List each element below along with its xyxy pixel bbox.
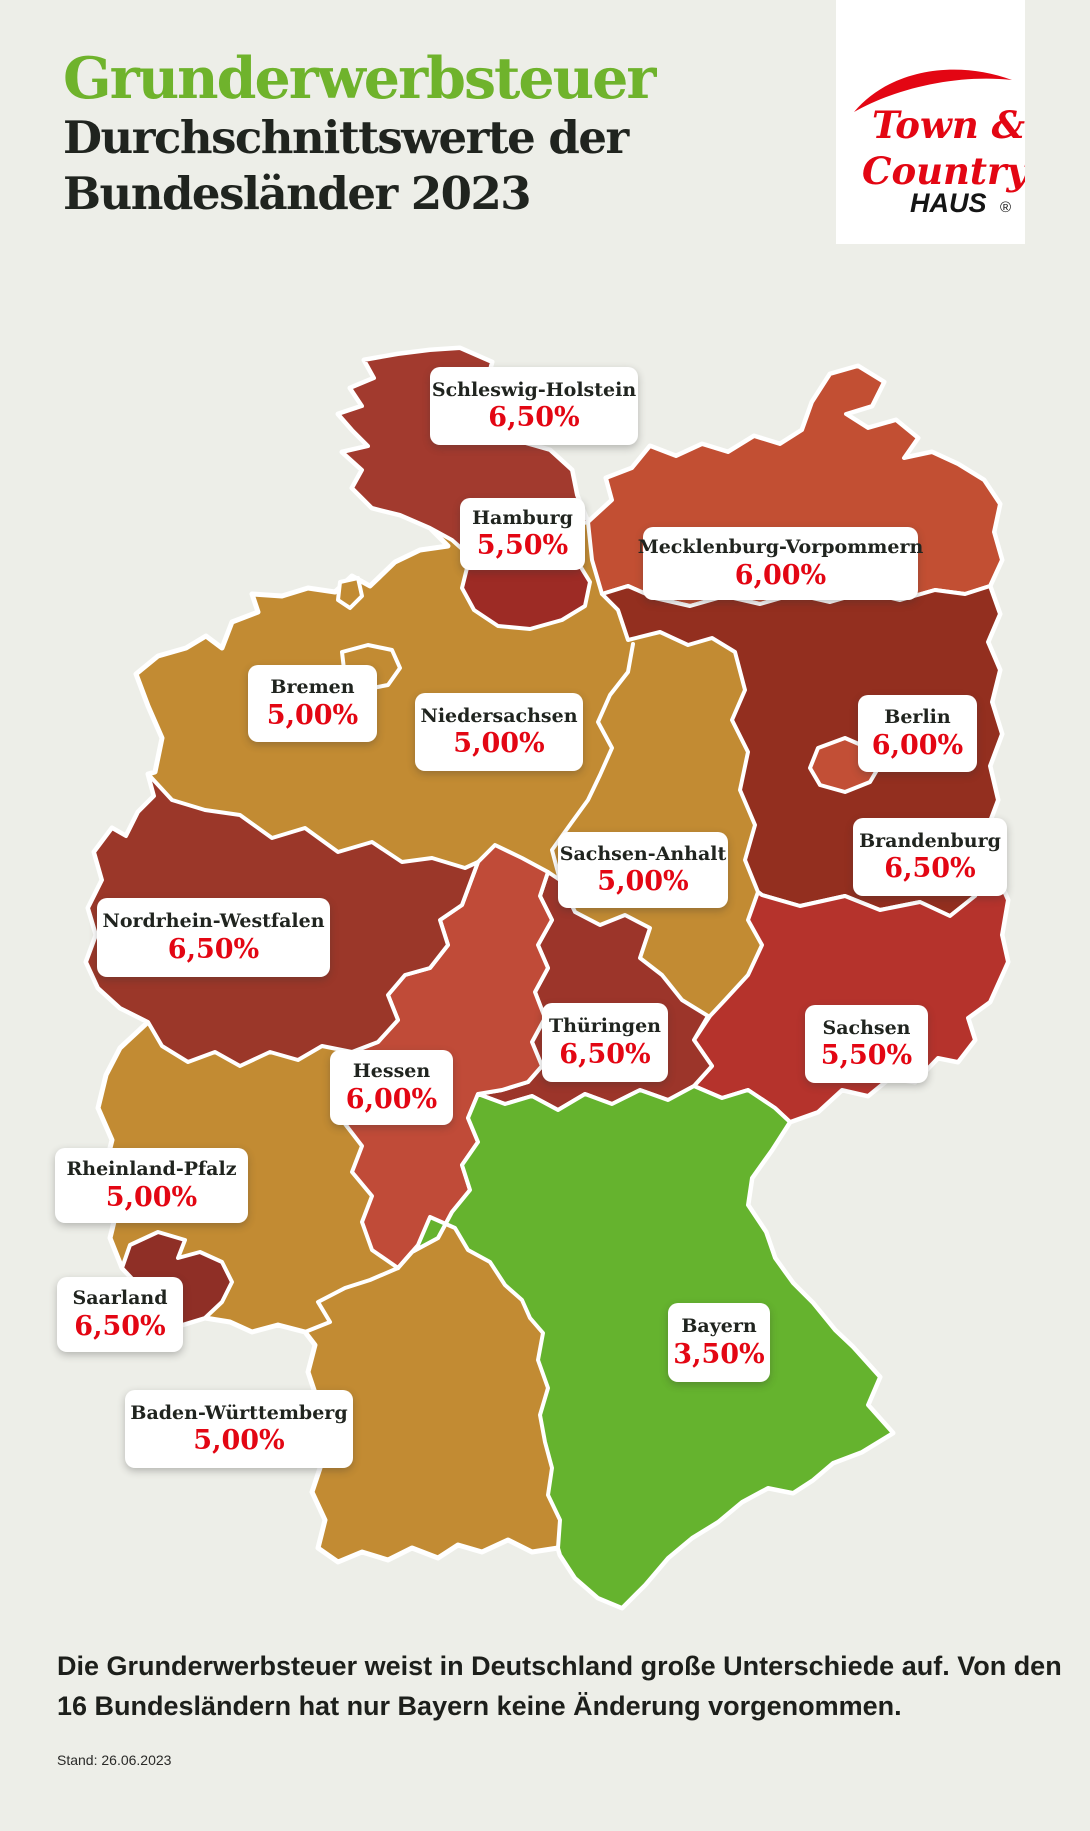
state-label-nordrhein-westfalen: Nordrhein-Westfalen 6,50%: [97, 898, 330, 977]
page-title: Grunderwerbsteuer Durchschnittswerte der…: [63, 48, 843, 222]
state-value: 6,00%: [734, 559, 827, 591]
state-name: Brandenburg: [859, 829, 1001, 852]
state-value: 6,50%: [167, 933, 260, 965]
footer-text: Die Grunderwerbsteuer weist in Deutschla…: [57, 1646, 1062, 1726]
title-line2: Durchschnittswerte der: [63, 111, 629, 164]
state-value: 5,50%: [820, 1040, 913, 1072]
title-line3: Bundesländer 2023: [63, 167, 532, 220]
state-name: Hessen: [352, 1060, 431, 1083]
title-line1: Grunderwerbsteuer: [63, 45, 656, 112]
state-name: Sachsen: [822, 1016, 911, 1039]
state-label-bayern: Bayern 3,50%: [668, 1303, 770, 1382]
state-label-berlin: Berlin 6,00%: [858, 695, 977, 772]
state-label-rheinland-pfalz: Rheinland-Pfalz 5,00%: [55, 1148, 248, 1223]
state-shape-bremerhaven: [336, 576, 364, 610]
border-rheinland-pfalz-baden-wuerttemberg: [303, 1266, 400, 1334]
logo-graphic: Town & Country HAUS ®: [854, 69, 1031, 218]
state-name: Thüringen: [549, 1015, 661, 1038]
logo-registered-mark: ®: [1000, 199, 1011, 216]
state-value: 6,50%: [884, 853, 976, 885]
state-name: Mecklenburg-Vorpommern: [637, 536, 924, 559]
state-label-hamburg: Hamburg 5,50%: [460, 498, 585, 570]
state-label-baden-wuerttemberg: Baden-Württemberg 5,00%: [125, 1390, 353, 1468]
town-country-logo: Town & Country HAUS ®: [836, 0, 1031, 244]
state-name: Berlin: [884, 706, 951, 729]
state-label-sachsen-anhalt: Sachsen-Anhalt 5,00%: [558, 832, 728, 908]
state-value: 3,50%: [673, 1338, 765, 1370]
state-shape-bayern: [396, 1084, 895, 1610]
state-label-sachsen: Sachsen 5,50%: [805, 1005, 928, 1083]
logo-haus: HAUS: [910, 188, 987, 218]
state-value: 5,00%: [105, 1181, 198, 1213]
state-value: 6,00%: [871, 729, 964, 761]
state-label-niedersachsen: Niedersachsen 5,00%: [415, 693, 583, 771]
state-label-bremen: Bremen 5,00%: [248, 665, 377, 742]
state-value: 5,00%: [193, 1425, 285, 1457]
state-value: 5,00%: [453, 728, 545, 760]
state-name: Schleswig-Holstein: [431, 378, 637, 401]
state-name: Sachsen-Anhalt: [559, 842, 727, 865]
state-value: 5,50%: [476, 530, 569, 562]
state-label-schleswig-holstein: Schleswig-Holstein 6,50%: [430, 367, 638, 445]
state-label-brandenburg: Brandenburg 6,50%: [853, 818, 1007, 896]
state-value: 6,50%: [559, 1038, 651, 1070]
state-name: Hamburg: [472, 506, 573, 529]
logo-swoosh: [854, 69, 1012, 112]
footer-line1: Die Grunderwerbsteuer weist in Deutschla…: [57, 1651, 1062, 1681]
state-label-hessen: Hessen 6,00%: [330, 1050, 453, 1125]
footer-line2: 16 Bundesländern hat nur Bayern keine Än…: [57, 1691, 902, 1721]
state-name: Niedersachsen: [420, 704, 578, 727]
state-value: 6,50%: [74, 1310, 166, 1342]
state-value: 6,50%: [488, 402, 580, 434]
stand-date: Stand: 26.06.2023: [57, 1752, 172, 1768]
state-value: 5,00%: [266, 699, 359, 731]
logo-country: Country: [862, 149, 1025, 193]
state-label-thueringen: Thüringen 6,50%: [542, 1003, 668, 1082]
state-name: Bremen: [270, 676, 355, 699]
state-label-mecklenburg-vorpommern: Mecklenburg-Vorpommern 6,00%: [638, 527, 923, 600]
logo-town: Town &: [872, 103, 1025, 147]
state-name: Saarland: [72, 1287, 168, 1310]
state-label-saarland: Saarland 6,50%: [57, 1277, 183, 1352]
state-value: 6,00%: [345, 1083, 438, 1115]
state-name: Rheinland-Pfalz: [66, 1158, 237, 1181]
state-name: Baden-Württemberg: [130, 1401, 348, 1424]
state-name: Nordrhein-Westfalen: [102, 910, 325, 933]
state-value: 5,00%: [597, 866, 689, 898]
state-name: Bayern: [681, 1315, 757, 1338]
